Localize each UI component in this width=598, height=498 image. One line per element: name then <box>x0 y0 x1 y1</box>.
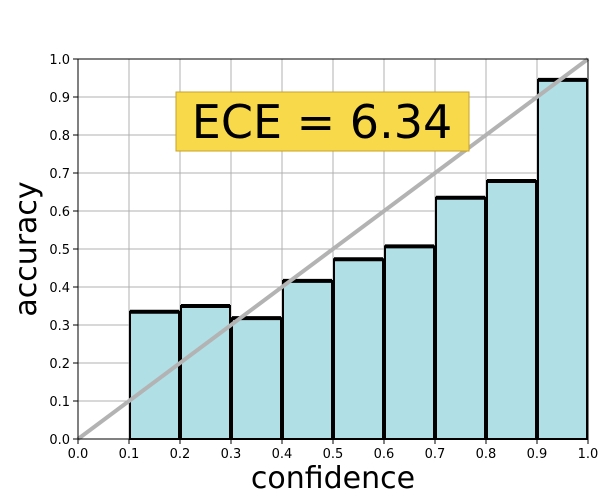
x-tick-label: 0.5 <box>323 447 344 462</box>
accuracy-bar <box>435 196 486 440</box>
x-tick-label: 0.9 <box>527 447 548 462</box>
y-tick-label: 0.2 <box>49 357 70 372</box>
ece-annotation-text: ECE = 6.34 <box>192 95 452 149</box>
y-tick-label: 0.1 <box>49 395 70 410</box>
y-tick-label: 0.0 <box>49 433 70 448</box>
y-tick-label: 0.5 <box>49 243 70 258</box>
x-axis-label: confidence <box>251 461 415 494</box>
accuracy-bar <box>537 78 588 441</box>
diagonal-line <box>76 57 590 441</box>
ece-annotation-box <box>175 91 470 152</box>
x-tick-label: 1.0 <box>578 447 598 462</box>
y-tick-label: 0.7 <box>49 167 70 182</box>
x-tick-label: 0.1 <box>119 447 140 462</box>
ece-annotation: ECE = 6.34 <box>175 91 470 152</box>
y-tick-label: 0.8 <box>49 129 70 144</box>
x-tick-label: 0.0 <box>68 447 89 462</box>
y-tick-label: 0.3 <box>49 319 70 334</box>
y-axis-ticks: 0.0 0.1 0.2 0.3 0.4 0.5 0.6 0.7 0.8 0.9 1.0 <box>49 53 78 448</box>
y-tick-label: 1.0 <box>49 53 70 68</box>
y-axis-label: accuracy <box>9 181 44 316</box>
accuracy-bar <box>384 245 435 440</box>
accuracy-bar <box>333 258 384 441</box>
y-tick-label: 0.9 <box>49 91 70 106</box>
x-tick-label: 0.4 <box>272 447 293 462</box>
accuracy-bar <box>129 310 180 441</box>
x-tick-label: 0.7 <box>425 447 446 462</box>
accuracy-bar <box>180 305 231 440</box>
y-tick-label: 0.4 <box>49 281 70 296</box>
x-tick-label: 0.2 <box>170 447 191 462</box>
x-axis-ticks: 0.0 0.1 0.2 0.3 0.4 0.5 0.6 0.7 0.8 0.9 1.0 <box>68 439 598 462</box>
x-tick-label: 0.3 <box>221 447 242 462</box>
y-tick-label: 0.6 <box>49 205 70 220</box>
x-tick-label: 0.6 <box>374 447 395 462</box>
x-tick-label: 0.8 <box>476 447 497 462</box>
accuracy-bar <box>486 179 537 440</box>
perfect-calibration-line <box>76 57 590 441</box>
accuracy-bar <box>231 317 282 440</box>
accuracy-bar <box>282 279 333 441</box>
